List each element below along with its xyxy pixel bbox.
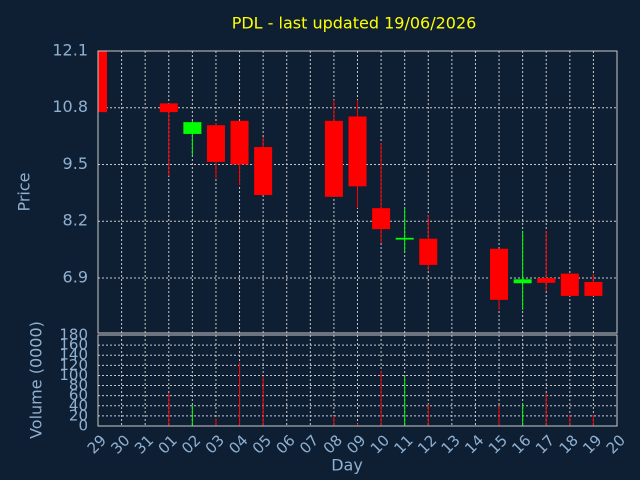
candle-body — [98, 51, 107, 113]
y2-axis-label: Volume (0000) — [27, 321, 46, 439]
y2-tick-label: 40 — [69, 396, 88, 414]
x-axis-label: Day — [331, 456, 363, 475]
y-tick-label: 8.2 — [63, 211, 88, 230]
y2-tick-label: 140 — [59, 346, 88, 364]
chart-title: PDL - last updated 19/06/2026 — [232, 14, 477, 33]
candle-body — [372, 208, 391, 230]
y2-tick-label: 60 — [69, 386, 88, 404]
y2-tick-label: 20 — [69, 406, 88, 424]
candle-body — [206, 125, 225, 162]
candle-body — [584, 281, 603, 296]
y-tick-label: 12.1 — [52, 41, 88, 60]
candle-body — [560, 273, 579, 296]
candle-body — [419, 238, 438, 265]
y2-tick-label: 160 — [59, 336, 88, 354]
candle-body — [183, 122, 202, 134]
volume-frame — [97, 334, 618, 427]
candle-body — [513, 279, 532, 284]
price-panel — [98, 51, 603, 310]
candle-body — [230, 120, 249, 165]
candle-body — [324, 120, 343, 197]
y-tick-label: 10.8 — [52, 97, 88, 116]
candle-body — [395, 237, 414, 240]
y2-tick-label: 0 — [78, 417, 88, 435]
price-frame — [97, 50, 618, 334]
y-axis-label: Price — [15, 172, 34, 211]
y2-tick-label: 120 — [59, 356, 88, 374]
y2-tick-label: 80 — [69, 376, 88, 394]
y-tick-label: 6.9 — [63, 267, 88, 286]
candle-body — [537, 277, 556, 283]
candle-body — [254, 147, 273, 196]
y-tick-label: 9.5 — [63, 154, 88, 173]
y2-tick-label: 180 — [59, 326, 88, 344]
candle-body — [490, 248, 509, 300]
candle-body — [348, 116, 367, 187]
y2-tick-label: 100 — [59, 366, 88, 384]
candle-body — [159, 103, 178, 113]
